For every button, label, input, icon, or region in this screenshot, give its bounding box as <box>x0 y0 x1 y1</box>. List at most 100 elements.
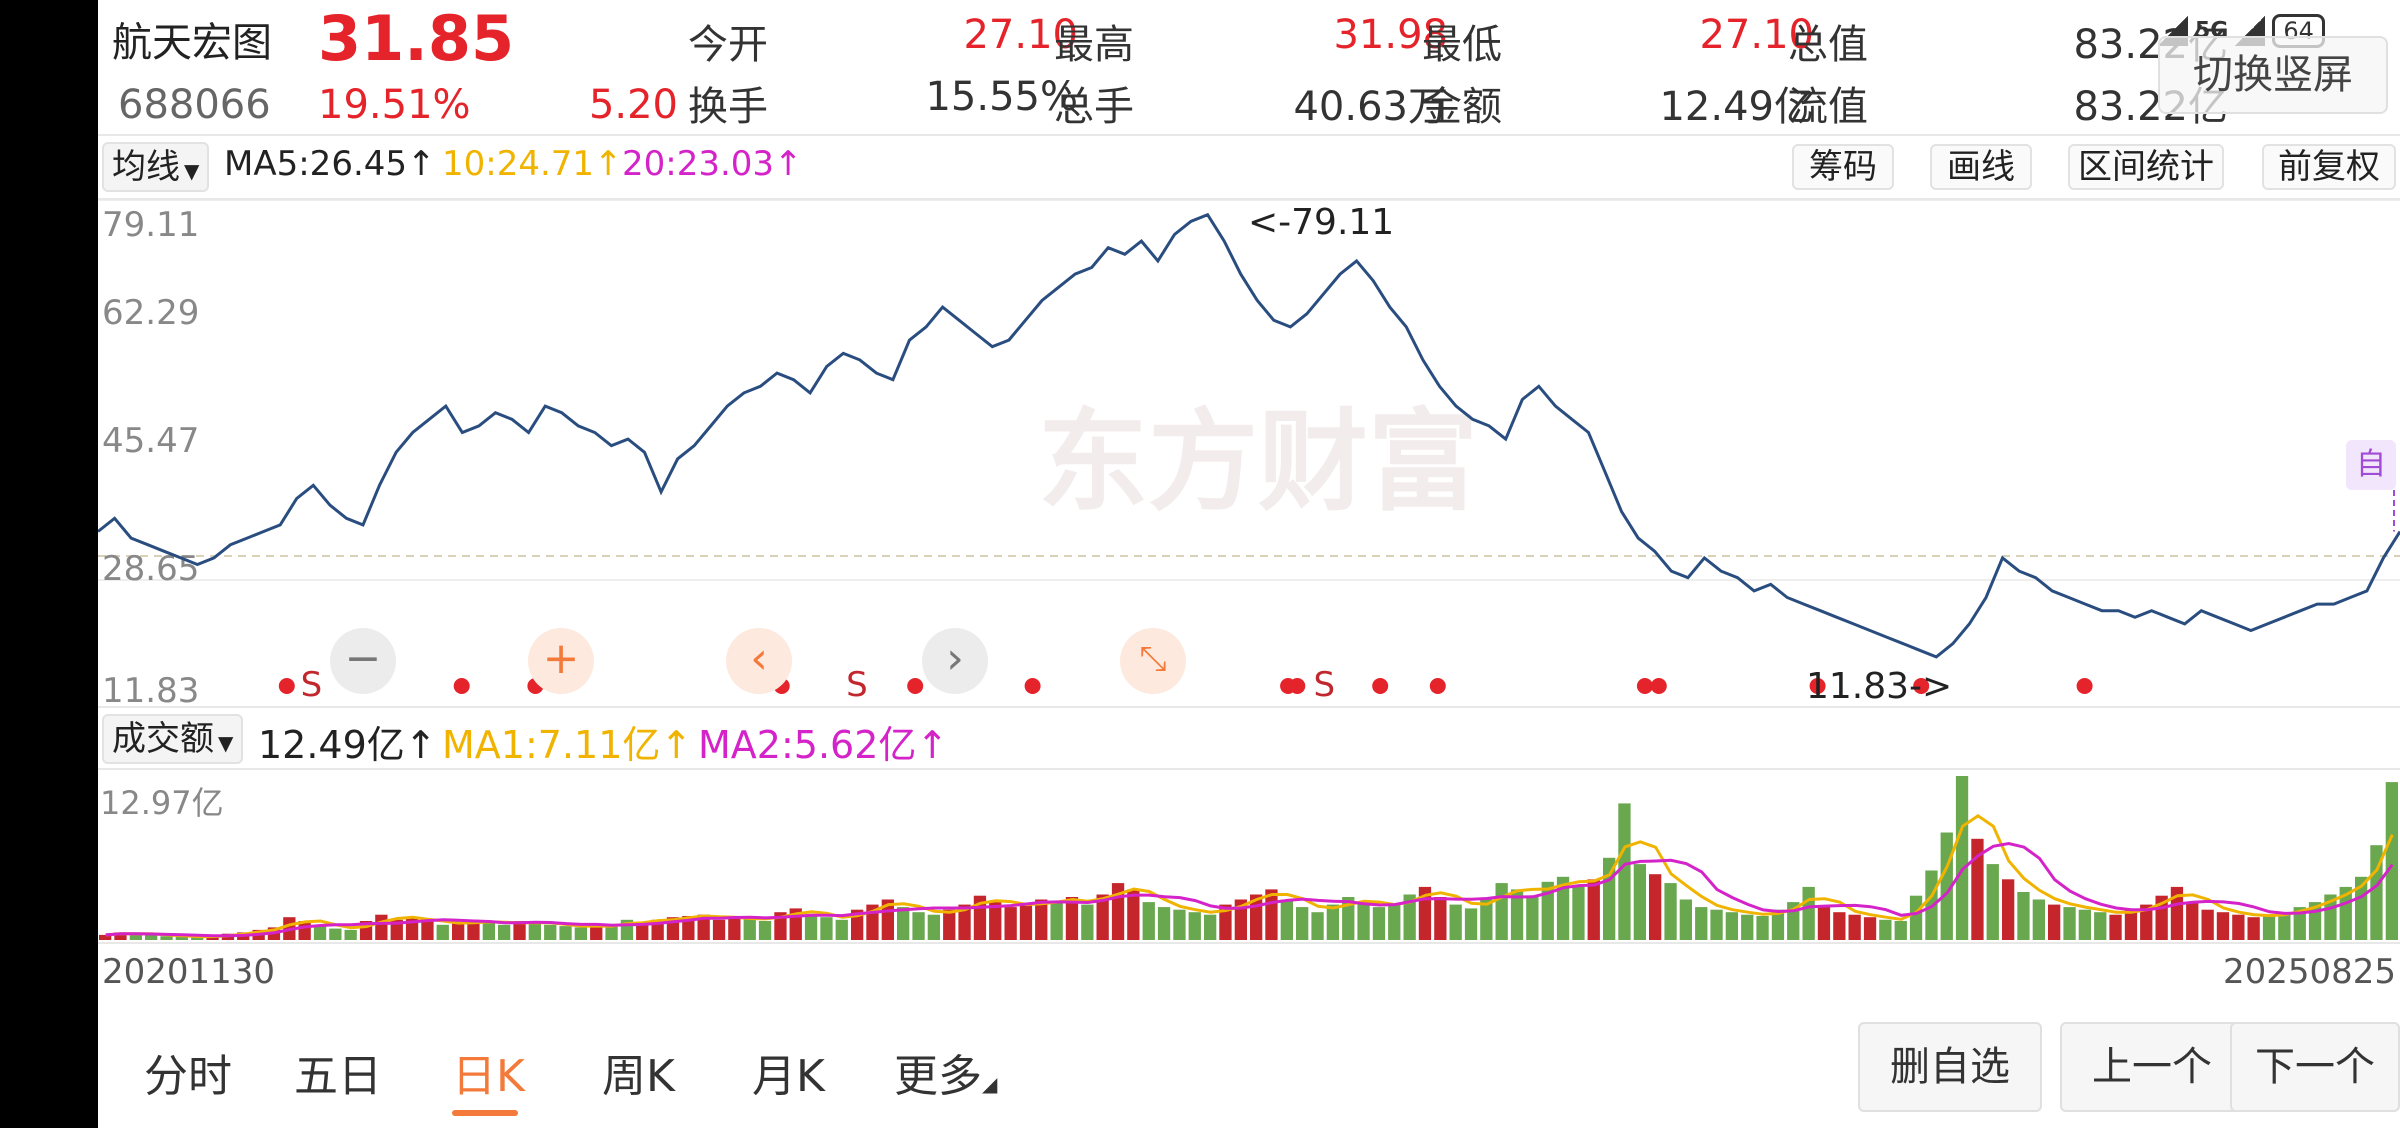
volume-bar <box>1280 899 1293 940</box>
pan-left-button[interactable]: ‹ <box>726 628 792 694</box>
amount-label: 金额 <box>1422 84 1502 130</box>
chevron-right-icon: › <box>946 633 964 684</box>
volume-chart[interactable]: 12.97亿 <box>98 770 2400 942</box>
volume-bar <box>1741 914 1754 940</box>
tab-intraday[interactable]: 分时 <box>144 1051 232 1102</box>
high-value: 31.98 <box>1333 12 1448 58</box>
minus-icon: − <box>344 633 382 684</box>
volume-bar <box>1188 912 1201 940</box>
volume-bar <box>129 933 142 940</box>
volume-bar <box>835 919 848 940</box>
open-label: 今开 <box>688 22 768 68</box>
ma10-value: 10:24.71↑ <box>442 144 623 184</box>
volume-bar <box>2216 912 2230 940</box>
volume-bar <box>1434 897 1447 940</box>
caret-down-icon: ▼ <box>184 159 200 183</box>
tab-weekly-k[interactable]: 周K <box>602 1051 675 1102</box>
buy-signal-dot <box>1429 678 1446 694</box>
switch-portrait-button[interactable]: 切换竖屏 <box>2158 36 2388 114</box>
tab-monthly-k[interactable]: 月K <box>752 1051 825 1102</box>
volume-dropdown-label: 成交额 <box>112 719 214 759</box>
volume-bar <box>1802 886 1815 940</box>
volume-bar <box>2186 902 2199 940</box>
volume-bar <box>544 924 557 940</box>
zoom-out-button[interactable]: − <box>330 628 396 694</box>
price-chart[interactable]: 东方财富 79.11 62.29 45.47 28.65 11.83 S S S <… <box>98 200 2400 708</box>
volume-bar <box>2017 892 2030 940</box>
volume-bar <box>436 924 449 940</box>
volume-bar <box>1894 921 1907 940</box>
change-amount: 5.20 <box>588 82 678 128</box>
volume-bar <box>191 937 204 940</box>
volume-bar <box>1357 902 1370 940</box>
volume-bar <box>1725 912 1738 940</box>
pan-right-button[interactable]: › <box>922 628 988 694</box>
previous-button[interactable]: 上一个 <box>2060 1022 2244 1112</box>
volume-bar <box>1326 904 1339 940</box>
volume-bar <box>1510 889 1524 940</box>
price-axis-5: 11.83 <box>102 671 199 708</box>
tab-more[interactable]: 更多◢ <box>894 1040 997 1104</box>
zoom-in-button[interactable]: + <box>528 628 594 694</box>
volume-bar <box>758 921 772 940</box>
range-stats-button[interactable]: 区间统计 <box>2068 144 2224 190</box>
volume-bar <box>2247 917 2260 940</box>
adjust-button[interactable]: 前复权 <box>2262 144 2396 190</box>
reset-zoom-button[interactable]: ⤡ <box>1120 628 1186 694</box>
volume-bar <box>1296 907 1309 940</box>
tab-daily-k[interactable]: 日K <box>452 1051 525 1102</box>
volume-bar <box>1633 864 1646 940</box>
side-tag[interactable]: 自 <box>2346 440 2396 490</box>
volume-bar <box>160 936 173 940</box>
ma-dropdown[interactable]: 均线 ▼ <box>102 142 210 192</box>
volume-bar <box>114 932 127 940</box>
stock-price: 31.85 <box>318 2 515 75</box>
buy-signal-dot <box>1913 678 1930 694</box>
volume-bar <box>1695 907 1708 940</box>
open-value: 27.10 <box>963 12 1078 58</box>
start-date: 20201130 <box>102 952 276 992</box>
volume-dropdown[interactable]: 成交额 ▼ <box>102 714 244 764</box>
volume-bar <box>1081 904 1094 940</box>
volume-divider <box>98 768 2400 770</box>
buy-signal-dot <box>1650 678 1667 694</box>
min-price-label: 11.83-> <box>1806 666 1952 707</box>
chips-button[interactable]: 筹码 <box>1792 144 1894 190</box>
tab-five-day[interactable]: 五日 <box>294 1051 382 1102</box>
volume-bar <box>2201 909 2214 940</box>
volume-bar <box>2002 879 2015 940</box>
ma-dropdown-label: 均线 <box>112 147 180 187</box>
volume-bar <box>927 914 940 940</box>
stock-name: 航天宏图 <box>112 20 272 66</box>
switch-portrait-label: 切换竖屏 <box>2193 52 2353 98</box>
sell-signal-label: S <box>301 665 323 705</box>
draw-line-button[interactable]: 画线 <box>1930 144 2032 190</box>
volume-ma2: MA2:5.62亿↑ <box>698 723 949 767</box>
volume-bar <box>958 904 971 940</box>
volume-bar <box>2370 845 2383 940</box>
volume-bar <box>712 919 726 940</box>
volume-bar <box>1955 776 1969 940</box>
volume-bar <box>1065 897 1079 940</box>
buy-signal-dot <box>907 678 924 694</box>
buy-signal-dot <box>2076 678 2093 694</box>
volume-bar <box>2063 907 2076 940</box>
volume-bar <box>636 922 649 940</box>
volume-bar <box>1541 881 1554 940</box>
volume-bar <box>1480 899 1493 940</box>
volume-bar <box>697 914 710 940</box>
sell-signal-label: S <box>846 665 868 705</box>
volume-bar <box>482 922 495 940</box>
volume-bar <box>313 924 327 940</box>
remove-watchlist-button[interactable]: 删自选 <box>1858 1022 2042 1112</box>
volume-bar <box>344 929 357 940</box>
ma-divider <box>98 198 2400 200</box>
volume-bar <box>897 907 910 940</box>
next-button[interactable]: 下一个 <box>2230 1022 2400 1112</box>
volume-bar <box>421 921 434 940</box>
tab-more-label: 更多 <box>894 1051 982 1102</box>
turnover-label: 换手 <box>688 84 768 130</box>
volume-bar <box>912 912 925 940</box>
volume-bar <box>1127 889 1140 940</box>
